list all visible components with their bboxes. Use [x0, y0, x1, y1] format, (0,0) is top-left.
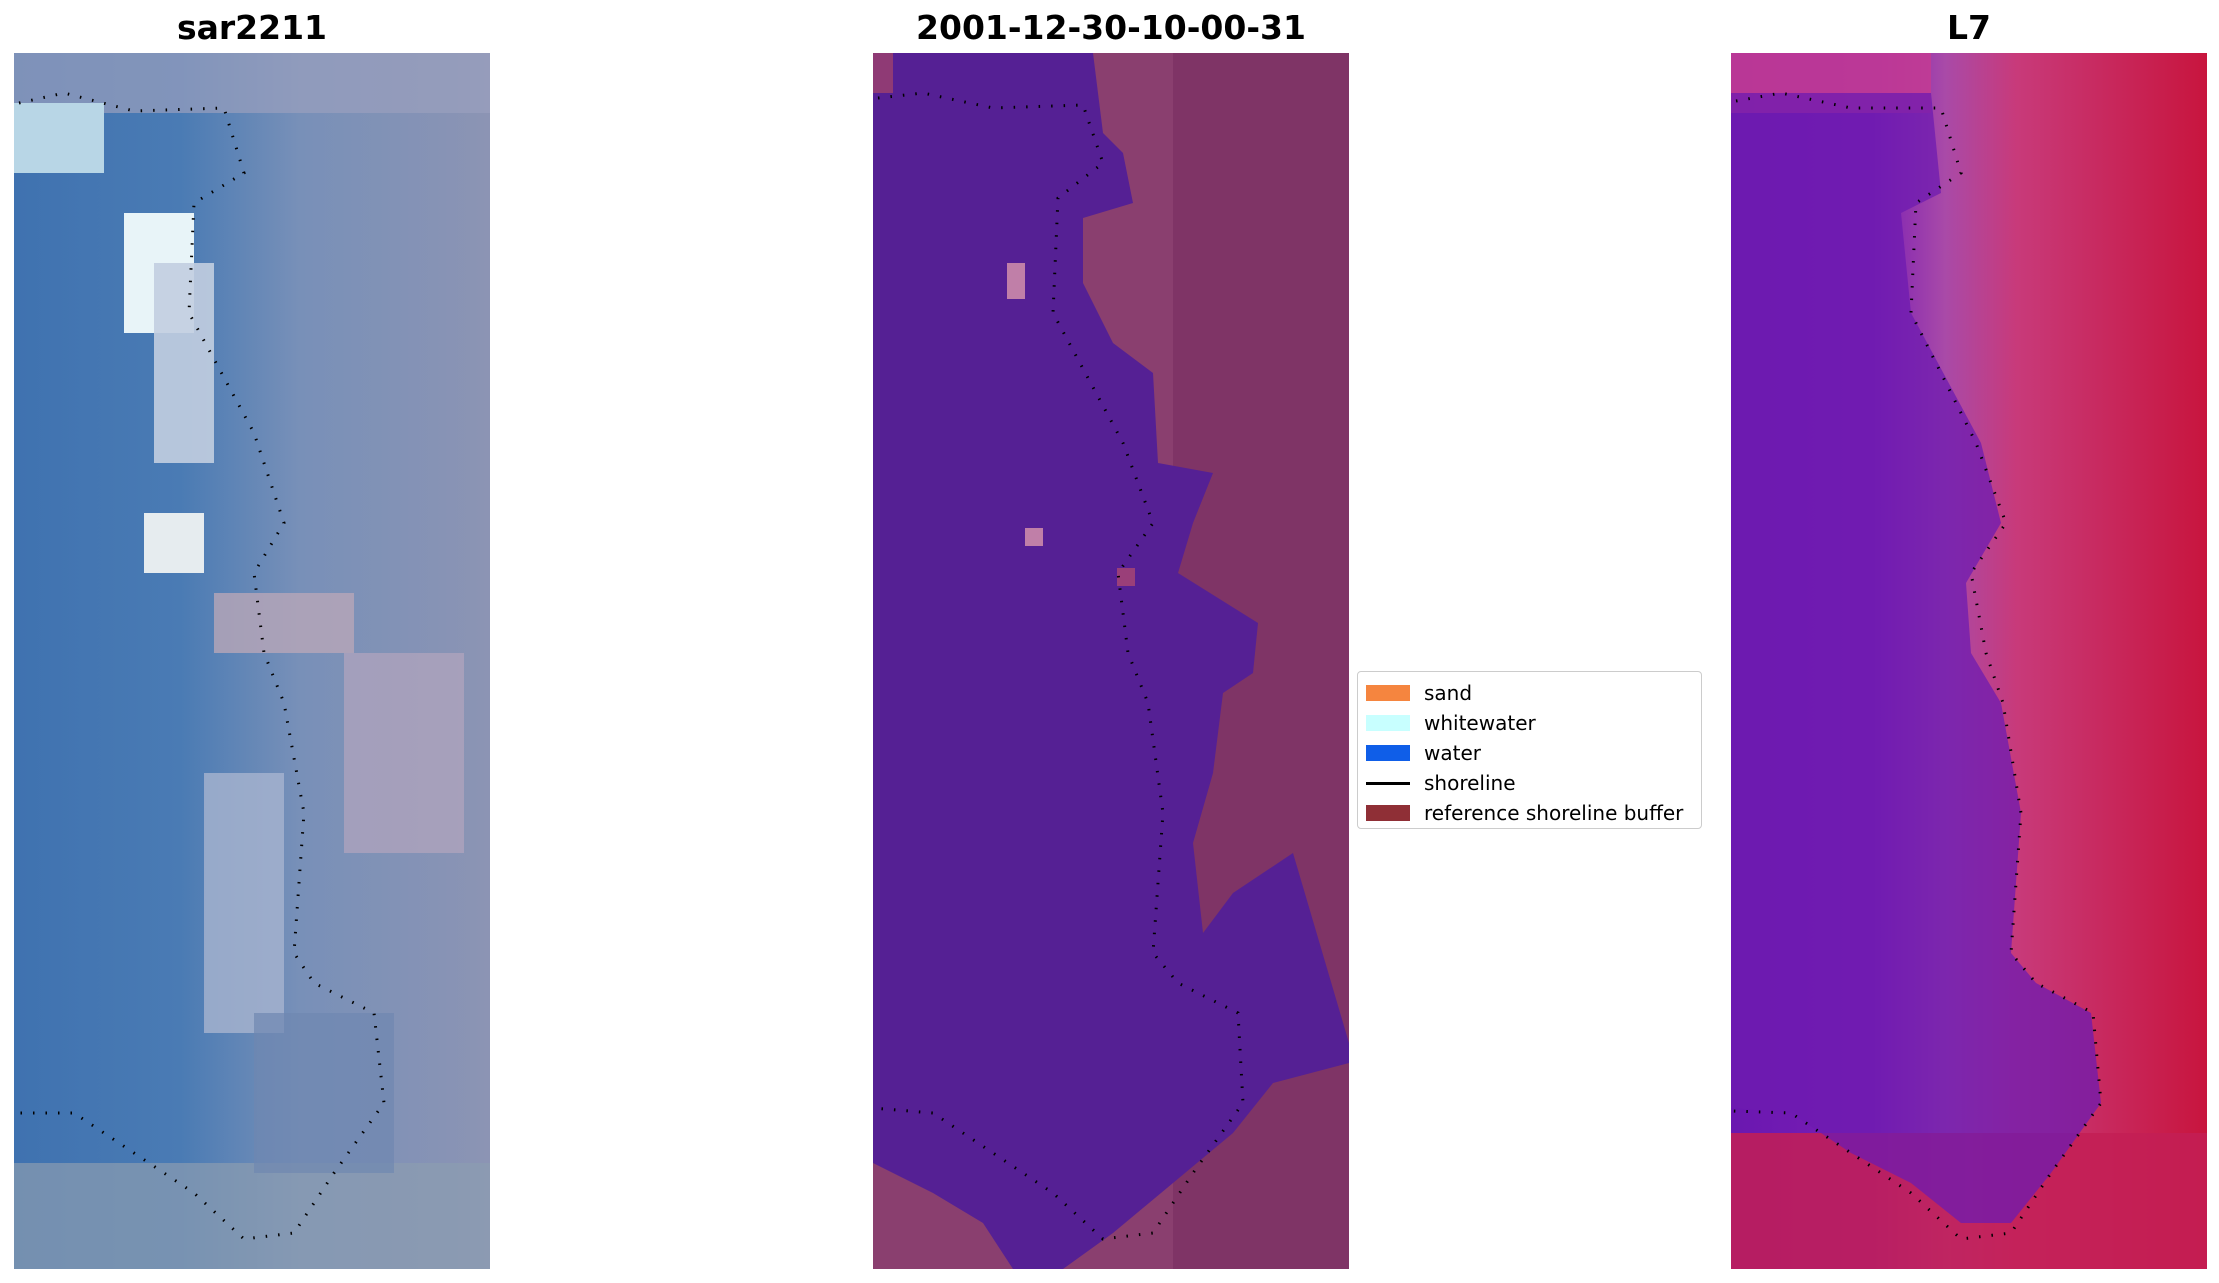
legend-item-whitewater: whitewater — [1366, 708, 1693, 738]
legend-item-reference-buffer: reference shoreline buffer — [1366, 798, 1693, 828]
legend-label: sand — [1424, 681, 1473, 705]
panel-title-mndwi: L7 — [1947, 8, 1991, 47]
legend-item-sand: sand — [1366, 678, 1693, 708]
shoreline-index — [1731, 91, 2103, 1241]
legend-label: shoreline — [1424, 771, 1516, 795]
legend-item-water: water — [1366, 738, 1693, 768]
whitewater-swatch — [1366, 715, 1410, 731]
panel-title-rgb: sar2211 — [176, 8, 328, 47]
water-swatch — [1366, 745, 1410, 761]
legend: sand whitewater water shoreline referenc… — [1357, 671, 1702, 829]
index-image-panel — [1731, 53, 2207, 1269]
legend-item-shoreline: shoreline — [1366, 768, 1693, 798]
legend-label: reference shoreline buffer — [1424, 801, 1684, 825]
panel-title-classified: 2001-12-30-10-00-31 — [916, 8, 1306, 47]
shoreline-line-swatch — [1366, 781, 1410, 785]
reference-buffer-swatch — [1366, 805, 1410, 821]
legend-label: whitewater — [1424, 711, 1536, 735]
sand-swatch — [1366, 685, 1410, 701]
classified-image-panel — [873, 53, 1349, 1269]
rgb-image-panel — [14, 53, 490, 1269]
legend-label: water — [1424, 741, 1481, 765]
